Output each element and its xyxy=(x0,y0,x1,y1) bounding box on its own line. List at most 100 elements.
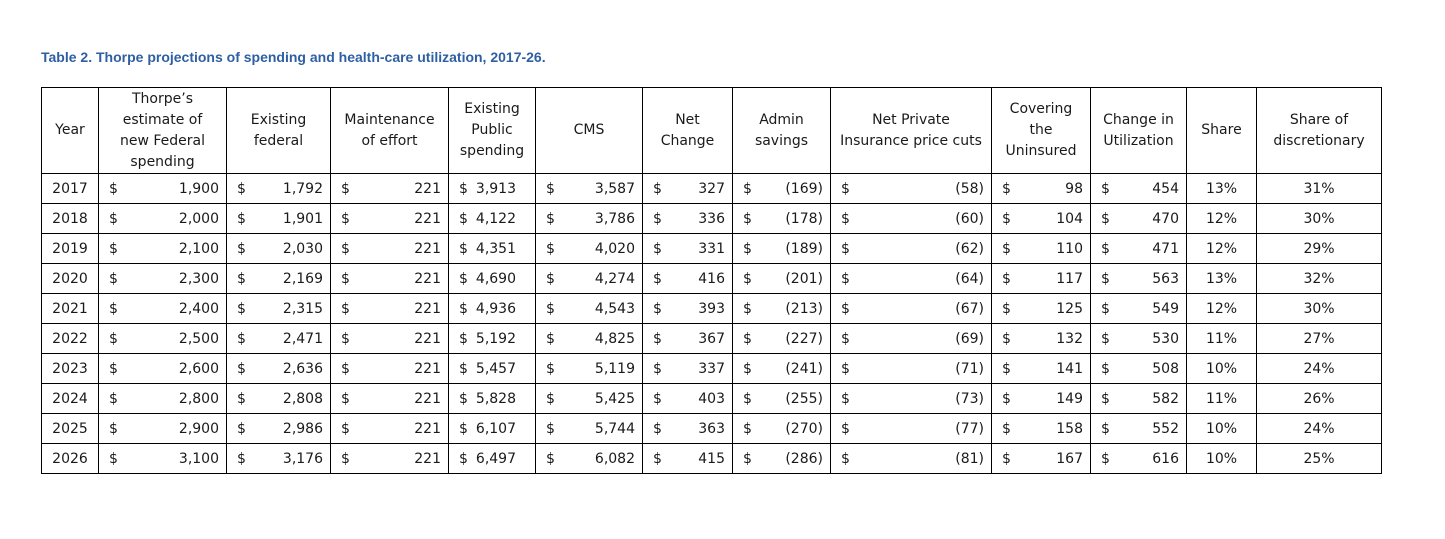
currency-symbol: $ xyxy=(341,210,350,227)
amount-value: 2,000 xyxy=(178,210,219,227)
cell-thorpe-estimate: $2,400 xyxy=(98,293,227,324)
cell-net-private-insurance: $ (77) xyxy=(830,413,992,444)
cell-share-of-discretionary: 25% xyxy=(1256,443,1382,474)
header-row: Year Thorpe’s estimate of new Federal sp… xyxy=(41,87,1382,174)
currency-symbol: $ xyxy=(1101,270,1110,287)
header-net-change: Net Change xyxy=(642,87,733,174)
currency-symbol: $ xyxy=(743,240,752,257)
amount-value: 2,315 xyxy=(282,300,323,317)
header-admin-savings: Admin savings xyxy=(732,87,831,174)
amount-value: 110 xyxy=(1056,240,1083,257)
amount-value: 1,900 xyxy=(178,180,219,197)
cell-change-in-utilization: $552 xyxy=(1090,413,1187,444)
projections-table: Year Thorpe’s estimate of new Federal sp… xyxy=(41,87,1382,474)
cell-net-change: $403 xyxy=(642,383,733,414)
currency-symbol: $ xyxy=(841,300,850,317)
amount-value: 3,587 xyxy=(594,180,635,197)
amount-value: (64) xyxy=(955,270,984,287)
cell-share: 12% xyxy=(1186,293,1257,324)
header-net-private-insurance: Net Private Insurance price cuts xyxy=(830,87,992,174)
amount-value: 2,808 xyxy=(282,390,323,407)
amount-value: 1,901 xyxy=(282,210,323,227)
currency-symbol: $ xyxy=(1002,240,1011,257)
header-thorpe-estimate: Thorpe’s estimate of new Federal spendin… xyxy=(98,87,227,174)
cell-existing-public-spending: $5,828 xyxy=(448,383,536,414)
currency-symbol: $ xyxy=(546,330,555,347)
cell-covering-uninsured: $98 xyxy=(991,173,1091,204)
currency-symbol: $ xyxy=(743,270,752,287)
table-row: 2022 $2,500 $2,471 $221 $5,192 $4,825 $367 $ (22… xyxy=(41,323,1382,354)
currency-symbol: $ xyxy=(109,210,118,227)
currency-symbol: $ xyxy=(1101,330,1110,347)
currency-symbol: $ xyxy=(841,210,850,227)
cell-covering-uninsured: $104 xyxy=(991,203,1091,234)
cell-thorpe-estimate: $1,900 xyxy=(98,173,227,204)
amount-value: 327 xyxy=(698,180,725,197)
cell-net-private-insurance: $ (62) xyxy=(830,233,992,264)
currency-symbol: $ xyxy=(109,270,118,287)
amount-value: 470 xyxy=(1152,210,1179,227)
amount-value: 4,936 xyxy=(475,300,517,317)
currency-symbol: $ xyxy=(546,420,555,437)
header-covering-uninsured: Covering the Uninsured xyxy=(991,87,1091,174)
currency-symbol: $ xyxy=(459,330,468,347)
amount-value: 98 xyxy=(1065,180,1083,197)
cell-admin-savings: $ (178) xyxy=(732,203,831,234)
cell-maintenance-of-effort: $221 xyxy=(330,443,449,474)
table-row: 2019 $2,100 $2,030 $221 $4,351 $4,020 $331 $ (18… xyxy=(41,233,1382,264)
cell-net-change: $416 xyxy=(642,263,733,294)
header-maintenance-of-effort: Maintenance of effort xyxy=(330,87,449,174)
cell-maintenance-of-effort: $221 xyxy=(330,173,449,204)
cell-year: 2024 xyxy=(41,383,99,414)
amount-value: (286) xyxy=(785,450,823,467)
amount-value: 2,300 xyxy=(178,270,219,287)
amount-value: 158 xyxy=(1056,420,1083,437)
currency-symbol: $ xyxy=(459,390,468,407)
cell-year: 2018 xyxy=(41,203,99,234)
cell-change-in-utilization: $582 xyxy=(1090,383,1187,414)
percent-value: 13% xyxy=(1205,270,1238,287)
cell-share-of-discretionary: 24% xyxy=(1256,353,1382,384)
cell-admin-savings: $ (255) xyxy=(732,383,831,414)
currency-symbol: $ xyxy=(109,420,118,437)
cell-maintenance-of-effort: $221 xyxy=(330,263,449,294)
currency-symbol: $ xyxy=(1101,390,1110,407)
currency-symbol: $ xyxy=(546,180,555,197)
cell-existing-public-spending: $3,913 xyxy=(448,173,536,204)
currency-symbol: $ xyxy=(841,390,850,407)
currency-symbol: $ xyxy=(1002,300,1011,317)
currency-symbol: $ xyxy=(743,450,752,467)
currency-symbol: $ xyxy=(341,270,350,287)
cell-change-in-utilization: $454 xyxy=(1090,173,1187,204)
cell-covering-uninsured: $141 xyxy=(991,353,1091,384)
cell-net-change: $367 xyxy=(642,323,733,354)
percent-value: 25% xyxy=(1303,450,1335,467)
currency-symbol: $ xyxy=(237,390,246,407)
cell-share: 12% xyxy=(1186,203,1257,234)
cell-thorpe-estimate: $2,500 xyxy=(98,323,227,354)
currency-symbol: $ xyxy=(1002,330,1011,347)
currency-symbol: $ xyxy=(653,450,662,467)
cell-existing-federal: $2,030 xyxy=(226,233,331,264)
amount-value: 337 xyxy=(698,360,725,377)
cell-thorpe-estimate: $2,800 xyxy=(98,383,227,414)
cell-share: 10% xyxy=(1186,443,1257,474)
percent-value: 32% xyxy=(1303,270,1335,287)
cell-existing-federal: $1,901 xyxy=(226,203,331,234)
percent-value: 31% xyxy=(1303,180,1335,197)
cell-existing-public-spending: $6,497 xyxy=(448,443,536,474)
cell-net-private-insurance: $ (58) xyxy=(830,173,992,204)
amount-value: (60) xyxy=(955,210,984,227)
year-value: 2023 xyxy=(52,360,88,377)
cell-share-of-discretionary: 29% xyxy=(1256,233,1382,264)
currency-symbol: $ xyxy=(653,180,662,197)
amount-value: 331 xyxy=(698,240,725,257)
currency-symbol: $ xyxy=(1002,360,1011,377)
currency-symbol: $ xyxy=(841,240,850,257)
cell-change-in-utilization: $563 xyxy=(1090,263,1187,294)
currency-symbol: $ xyxy=(546,300,555,317)
currency-symbol: $ xyxy=(653,240,662,257)
amount-value: 5,192 xyxy=(475,330,517,347)
currency-symbol: $ xyxy=(1002,390,1011,407)
amount-value: (81) xyxy=(955,450,984,467)
